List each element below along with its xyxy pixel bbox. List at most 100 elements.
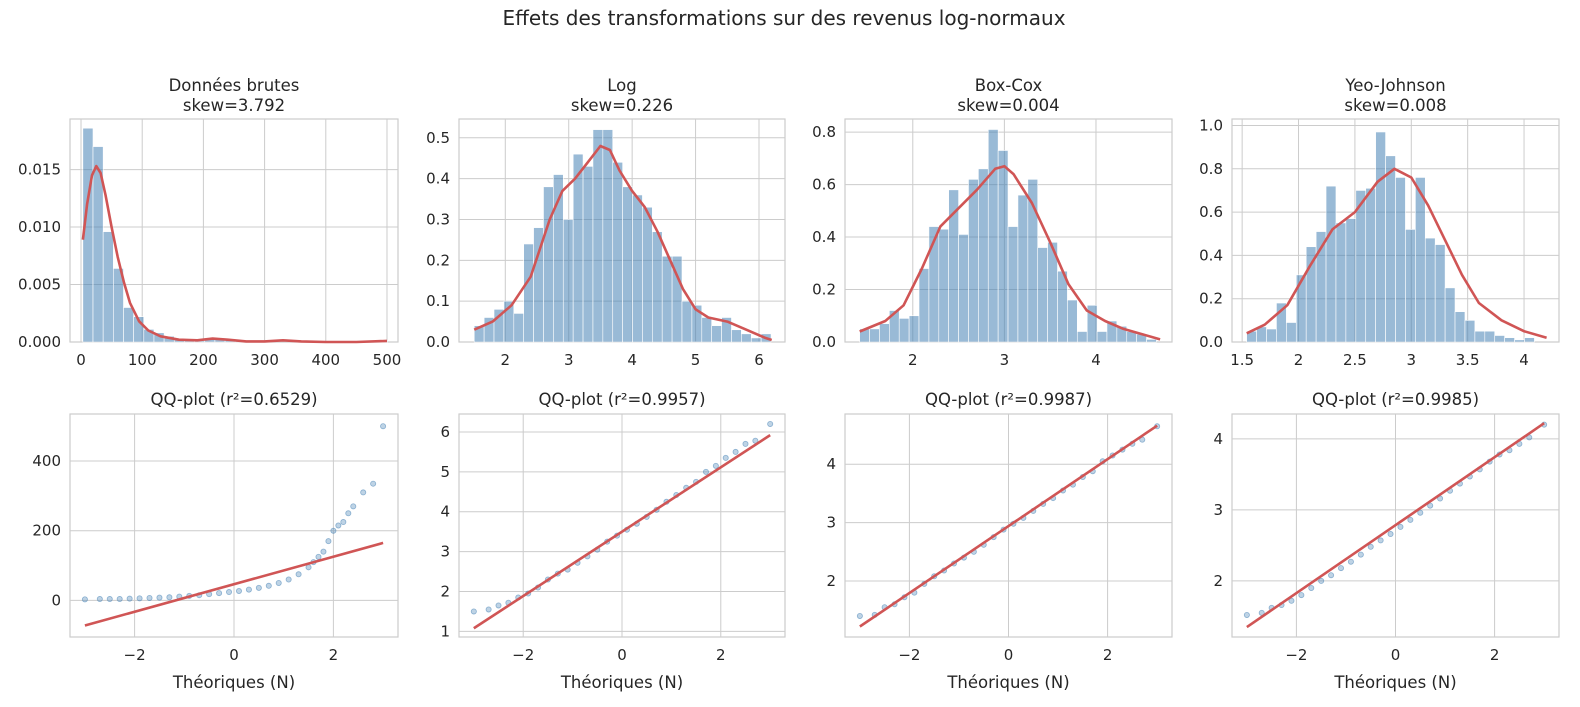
histogram-bar: [711, 325, 722, 343]
qq-point: [1347, 558, 1354, 565]
y-tick-label: 0.015: [18, 161, 61, 179]
histogram-bar: [1424, 237, 1436, 343]
subplot-6: −2 0 2 1 2 3 4 5 6 QQ-plot (r²=0.9957) Théoriques …: [440, 390, 786, 692]
histogram-bar: [1266, 328, 1277, 343]
histogram-bar: [1067, 299, 1078, 343]
qq-point: [360, 489, 367, 496]
x-tick-label: 2.5: [1343, 351, 1367, 369]
x-tick-label: 2: [501, 351, 511, 369]
qq-point: [235, 588, 242, 595]
y-tick-label: 1: [440, 622, 450, 640]
qq-point: [350, 503, 357, 510]
x-tick-label: −2: [898, 646, 920, 664]
y-tick-label: 0: [51, 591, 61, 609]
y-tick-label: 2: [1213, 572, 1223, 590]
y-tick-label: 0.6: [812, 176, 836, 194]
histogram-bar: [701, 317, 712, 343]
histogram-bar: [1345, 218, 1357, 343]
histogram-bar: [1385, 155, 1396, 343]
histogram-bar: [652, 231, 663, 343]
y-tick-label: 0.3: [426, 210, 450, 228]
subplot-title-line: skew=0.008: [1344, 96, 1446, 115]
x-tick-label: 0: [229, 646, 239, 664]
subplot-title-line: QQ-plot (r²=0.9985): [1312, 390, 1479, 409]
qq-point: [380, 423, 387, 430]
x-tick-label: 2: [1294, 351, 1304, 369]
qq-point: [1298, 592, 1305, 599]
y-tick-label: 1.0: [1199, 116, 1223, 134]
x-tick-label: 400: [311, 351, 340, 369]
histogram-bar: [1305, 246, 1317, 343]
histogram-bar: [1096, 331, 1108, 343]
qq-point: [1377, 537, 1384, 544]
kde-curve: [859, 164, 1161, 341]
y-tick-label: 0.4: [426, 170, 450, 188]
histogram-bar: [741, 333, 752, 343]
histogram-bar: [642, 206, 653, 343]
histogram-bar: [602, 129, 614, 343]
qq-fit-line: [1246, 422, 1545, 629]
qq-point: [146, 594, 153, 601]
subplot-8: −2 0 2 2 3 4 QQ-plot (r²=0.9985) Théoriques (N): [1213, 390, 1560, 692]
qq-point: [495, 602, 502, 609]
subplot-grid: 0 100 200 300 400 5000.0000.0050.0100.015Donn…: [18, 76, 1560, 692]
y-tick-label: 0.6: [1199, 203, 1223, 221]
histogram-bar: [908, 315, 920, 343]
y-tick-label: 2: [826, 572, 836, 590]
histogram-bar: [1415, 177, 1426, 343]
x-tick-label: 0: [1004, 646, 1014, 664]
histogram-bar: [997, 150, 1009, 343]
subplot-4: 1.5 2 2.5 3 3.5 4 0.0 0.2 0.4 0.6 0.8 1.0 Yeo-Johnso…: [1199, 76, 1560, 369]
qq-point: [702, 468, 709, 475]
histogram-bar: [671, 255, 683, 343]
y-tick-label: 3: [440, 543, 450, 561]
histogram-bar: [869, 328, 880, 343]
qq-point: [470, 608, 477, 615]
x-tick-label: 5: [691, 351, 701, 369]
qq-point: [1243, 611, 1250, 618]
qq-point: [295, 571, 302, 578]
histogram-bar: [750, 337, 762, 343]
histogram-bar: [1494, 335, 1505, 343]
subplot-title-line: skew=0.004: [957, 96, 1059, 115]
histogram-bar: [1286, 322, 1297, 343]
qq-point: [1367, 543, 1374, 550]
histogram-bar: [1434, 244, 1446, 343]
qq-point: [325, 538, 332, 545]
subplot-title-line: QQ-plot (r²=0.9987): [925, 390, 1092, 409]
qq-point: [330, 527, 337, 534]
x-tick-label: 3: [1407, 351, 1417, 369]
qq-point: [722, 454, 729, 461]
y-tick-label: 0.2: [1199, 290, 1223, 308]
qq-point: [1427, 502, 1434, 509]
histogram-bar: [898, 318, 910, 343]
y-tick-label: 4: [826, 455, 836, 473]
qq-point: [1288, 597, 1295, 604]
y-tick-label: 6: [440, 423, 450, 441]
qq-point: [345, 510, 352, 517]
x-tick-label: 0: [1391, 646, 1401, 664]
subplot-title: Données brutes skew=3.792: [169, 76, 300, 115]
histogram-bar: [731, 329, 742, 343]
histogram-bar: [1444, 287, 1456, 343]
qq-point: [485, 606, 492, 613]
qq-point: [81, 596, 88, 603]
x-tick-label: −2: [512, 646, 534, 664]
subplot-title: QQ-plot (r²=0.9957): [538, 390, 705, 409]
qq-point: [712, 462, 719, 469]
histogram-bar: [1395, 177, 1406, 343]
x-axis-label: Théoriques (N): [560, 673, 683, 692]
qq-point: [245, 586, 252, 593]
qq-point: [1387, 531, 1394, 538]
qq-point: [126, 595, 133, 602]
x-axis-label: Théoriques (N): [1333, 673, 1456, 692]
qq-point: [767, 420, 774, 427]
y-tick-label: 4: [440, 503, 450, 521]
histogram-bar: [1484, 330, 1496, 343]
histogram-bar: [572, 153, 584, 343]
qq-point: [1328, 572, 1335, 579]
histogram-bar: [1405, 229, 1416, 343]
histogram-bar: [958, 234, 969, 343]
histogram-bar: [987, 129, 999, 343]
